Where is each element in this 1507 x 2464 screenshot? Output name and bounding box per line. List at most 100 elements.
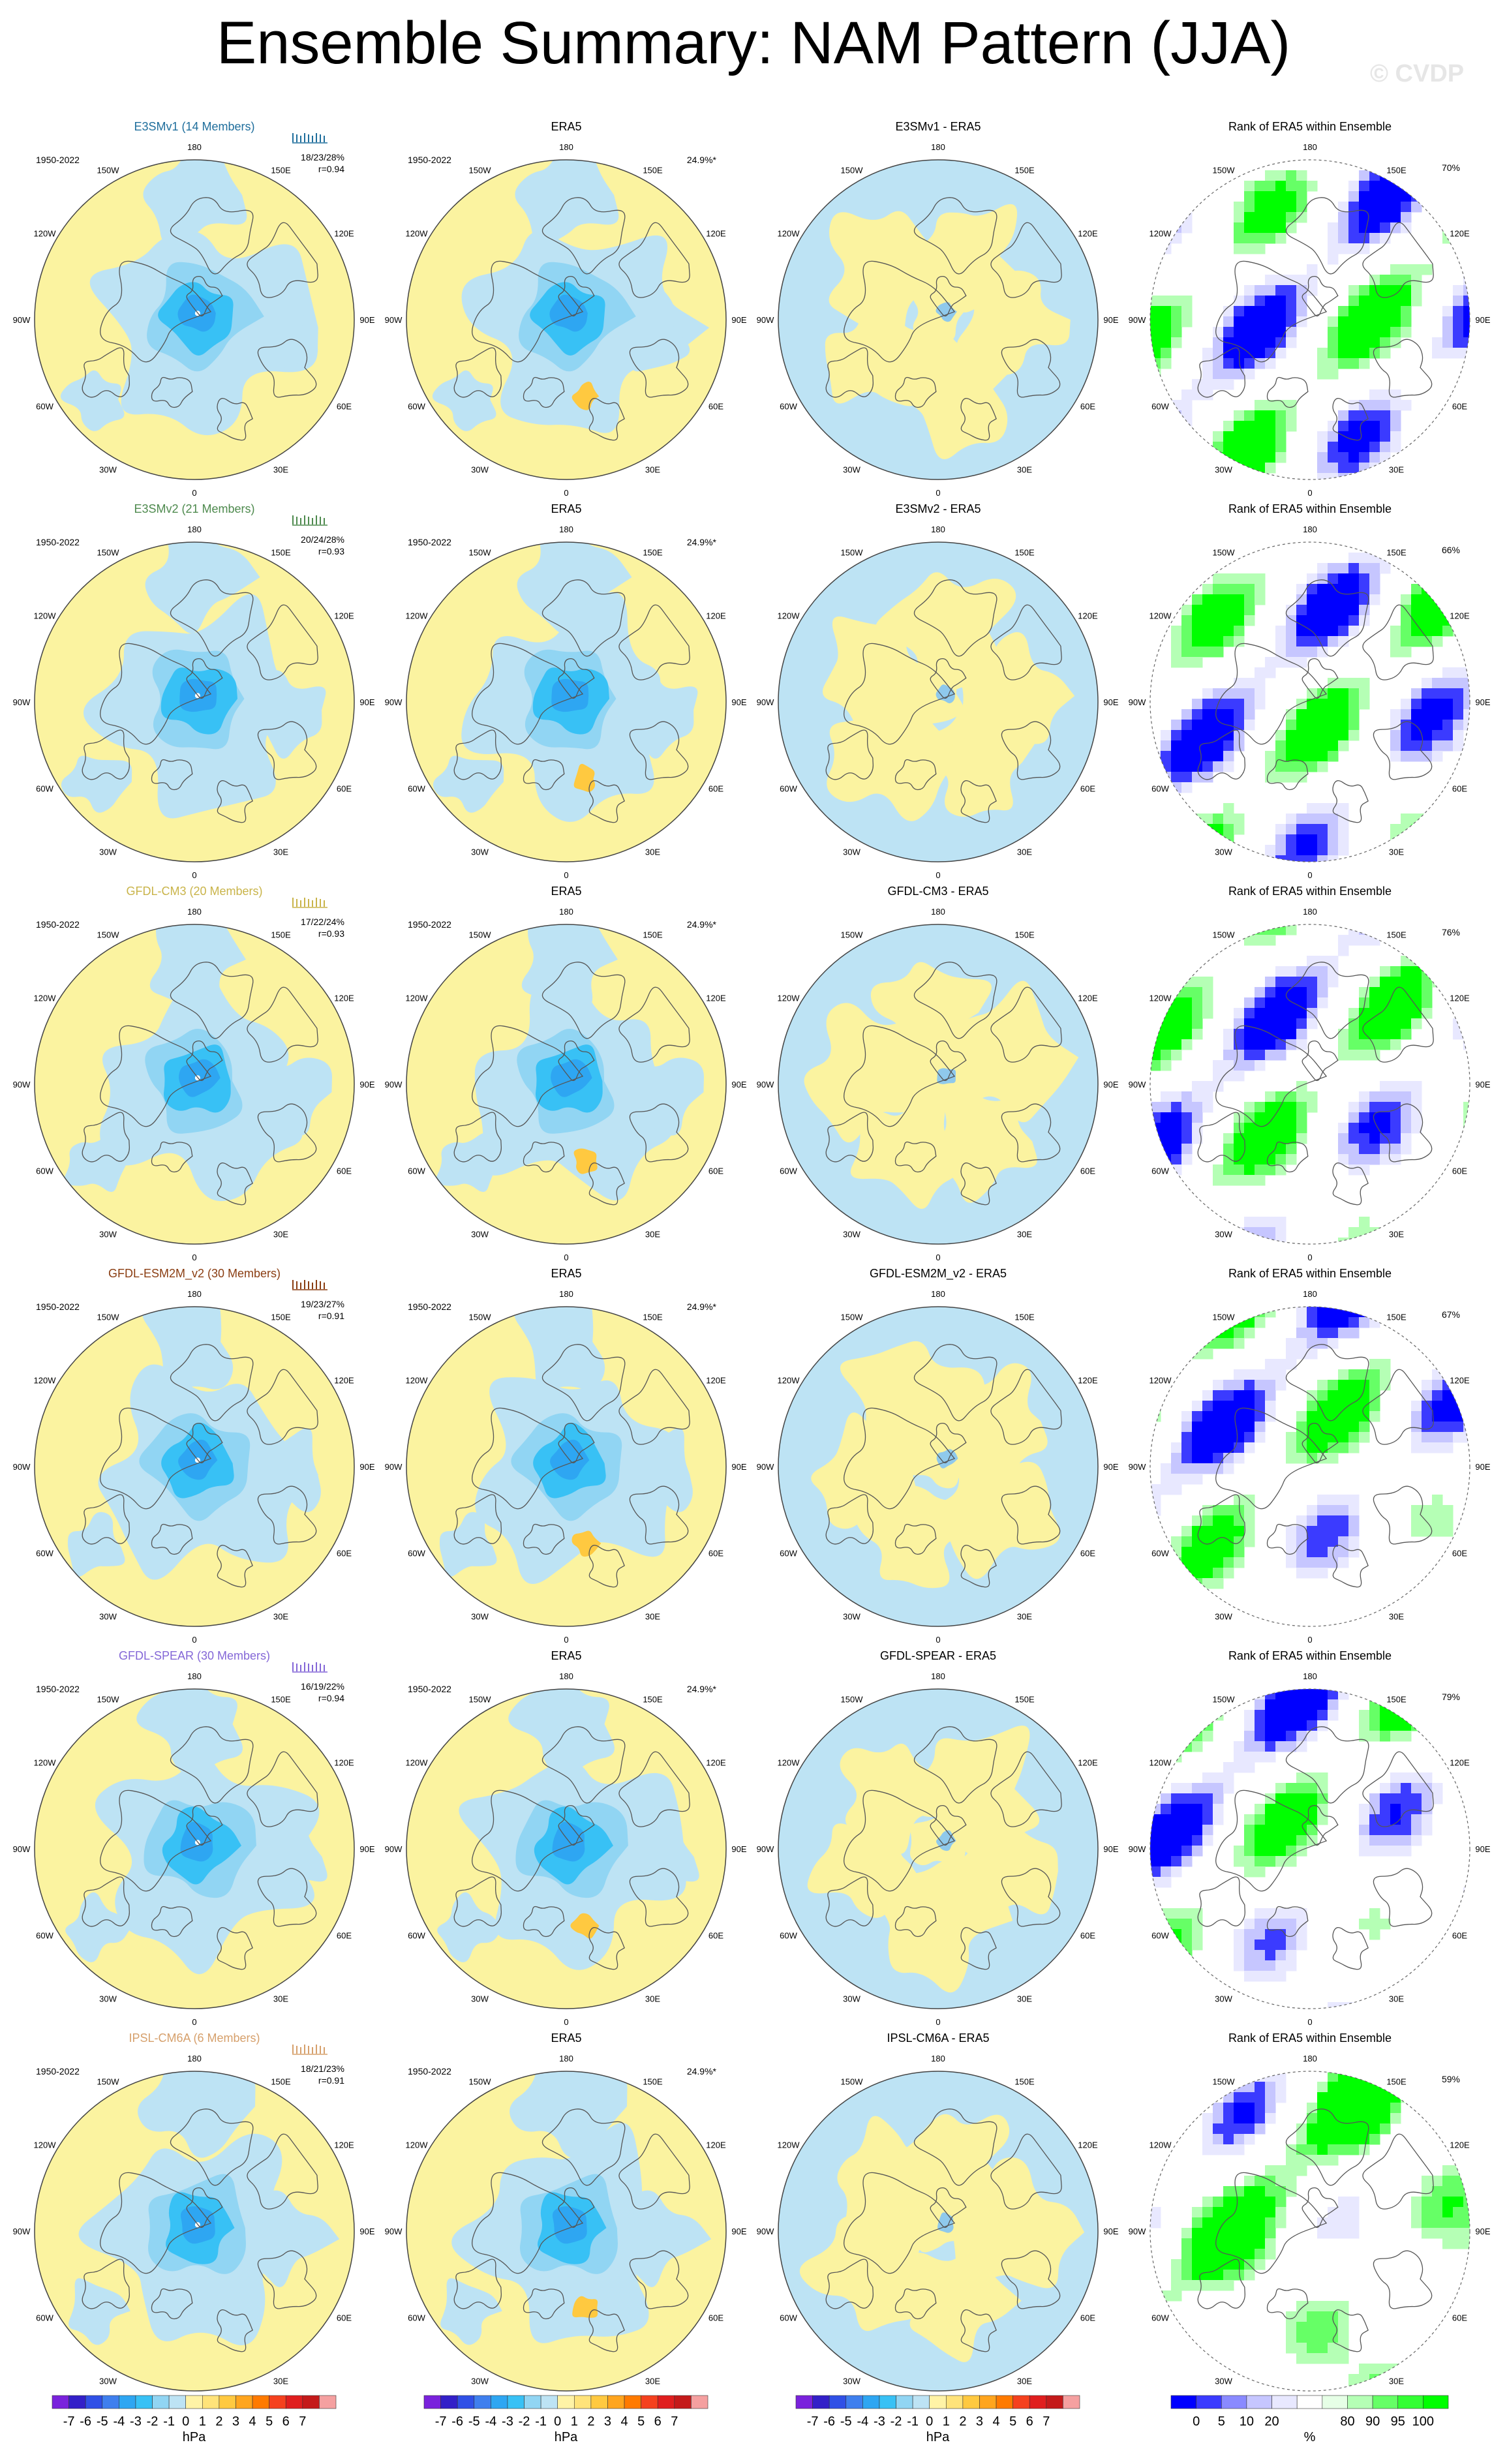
coastline (1266, 2288, 1309, 2320)
map-field (778, 542, 1098, 862)
longitude-label: 180 (1303, 525, 1317, 534)
panel-observations: ERA5 1950-2022 24.9%* 180 150E 120E 90E 60E 30E 0… (385, 120, 747, 498)
coastline (82, 1876, 130, 1927)
coastline (82, 2259, 130, 2309)
longitude-label: 90E (359, 1462, 374, 1472)
coastline (1215, 643, 1328, 745)
coastline (558, 1040, 595, 1082)
longitude-label: 150E (1386, 1695, 1407, 1705)
longitude-label: 90E (1475, 1844, 1490, 1854)
coastline (247, 2133, 318, 2210)
colorbar-swatch (624, 2395, 641, 2409)
longitude-label: 0 (936, 488, 940, 498)
colorbar-swatch (795, 2395, 813, 2409)
coastline (844, 2172, 956, 2274)
colorbar-tick-label: -6 (451, 2414, 463, 2429)
panel-title-model: GFDL-SPEAR (30 Members) (119, 1649, 270, 1662)
obs-pct-variance: 24.9%* (687, 2066, 717, 2076)
longitude-label: 180 (1303, 1289, 1317, 1299)
colorbar-swatch (319, 2395, 337, 2409)
longitude-label: 60E (708, 1549, 723, 1559)
longitude-label: 90W (757, 1080, 774, 1089)
panel-difference: E3SMv1 - ERA5 180 150E 120E 90E 60E 30E 0 30W 60W… (757, 120, 1119, 498)
longitude-label: 30W (1215, 847, 1232, 857)
pattern-correlation: r=0.94 (318, 1693, 344, 1703)
coastline (930, 2187, 967, 2228)
coastline (618, 986, 690, 1063)
longitude-label: 30W (1215, 1229, 1232, 1239)
coastline (1001, 339, 1061, 398)
panel-row: GFDL-CM3 (20 Members) 1950-2022 17/22/24%r… (13, 885, 1491, 1262)
rank-pct: 66% (1442, 545, 1460, 555)
colorbar-tick-label: -2 (890, 2414, 902, 2429)
longitude-label: 180 (559, 1289, 573, 1299)
colorbar-swatch (1012, 2395, 1030, 2409)
coastline (1373, 1485, 1433, 1545)
pct-variance-range: 18/21/23% (301, 2063, 344, 2074)
pattern-correlation: r=0.91 (318, 1311, 344, 1321)
member-pct-tick (324, 518, 325, 525)
longitude-label: 30W (843, 1994, 860, 2003)
coastline (1373, 2250, 1433, 2309)
longitude-label: 180 (559, 1671, 573, 1681)
colorbar-tick-label: 2 (959, 2414, 966, 2429)
coastline (170, 579, 254, 657)
longitude-label: 30W (99, 2376, 117, 2386)
longitude-label: 150E (643, 548, 663, 558)
colorbar-unit: % (1304, 2430, 1316, 2444)
pattern-correlation: r=0.94 (318, 164, 344, 174)
colorbar-tick-label: 80 (1340, 2414, 1354, 2429)
longitude-label: 30W (471, 464, 489, 474)
colorbar-swatch (152, 2395, 170, 2409)
longitude-label: 60W (36, 1166, 53, 1176)
coastline (1362, 222, 1434, 298)
coastline (217, 398, 253, 441)
longitude-label: 90E (359, 1080, 374, 1089)
coastline (247, 1751, 318, 1827)
longitude-label: 30E (1389, 1611, 1404, 1621)
longitude-label: 60E (1080, 402, 1095, 412)
longitude-label: 90E (1103, 1844, 1118, 1854)
map-boundary (406, 1306, 727, 1627)
coastline (1001, 2250, 1061, 2309)
colorbar-tick-label: -7 (63, 2414, 75, 2429)
longitude-label: 30E (273, 1611, 288, 1621)
longitude-label: 60E (337, 1549, 352, 1559)
panel-title-diff: GFDL-ESM2M_v2 - ERA5 (870, 1267, 1007, 1281)
longitude-label: 0 (564, 870, 568, 880)
longitude-label: 90W (13, 1844, 31, 1854)
coastline (588, 2309, 625, 2352)
longitude-label: 30W (1215, 2376, 1232, 2386)
coastline (558, 658, 595, 699)
longitude-label: 0 (936, 870, 940, 880)
member-pct-tick (316, 515, 317, 525)
map-boundary (778, 159, 1099, 480)
member-pct-tick (320, 1664, 321, 1671)
map-boundary (1149, 1688, 1470, 2009)
longitude-label: 30W (471, 1611, 489, 1621)
colorbar-tick-label: -4 (857, 2414, 868, 2429)
longitude-label: 60E (337, 1931, 352, 1941)
colorbar-swatch (524, 2395, 541, 2409)
map-boundary (406, 541, 727, 862)
coastline (1373, 339, 1433, 398)
longitude-label: 120E (706, 1758, 726, 1768)
coastline (217, 1927, 253, 1970)
colorbar-swatch (252, 2395, 269, 2409)
longitude-label: 60E (1452, 784, 1467, 794)
period-label: 1950-2022 (36, 919, 80, 930)
colorbar-swatch (236, 2395, 253, 2409)
member-pct-tick (300, 1665, 301, 1671)
colorbar-swatch (1046, 2395, 1063, 2409)
member-pct-tick (304, 1662, 305, 1671)
member-pct-tick (312, 1283, 313, 1289)
colorbar-swatch (302, 2395, 320, 2409)
longitude-label: 60E (708, 1931, 723, 1941)
longitude-label: 180 (1303, 1671, 1317, 1681)
longitude-label: 150W (469, 166, 492, 175)
coastline (1197, 2259, 1245, 2309)
panel-rank: Rank of ERA5 within Ensemble 66% 180 150E 12… (1129, 502, 1491, 880)
longitude-label: 30W (1215, 464, 1232, 474)
colorbar-swatch (657, 2395, 675, 2409)
longitude-label: 60E (708, 2313, 723, 2323)
